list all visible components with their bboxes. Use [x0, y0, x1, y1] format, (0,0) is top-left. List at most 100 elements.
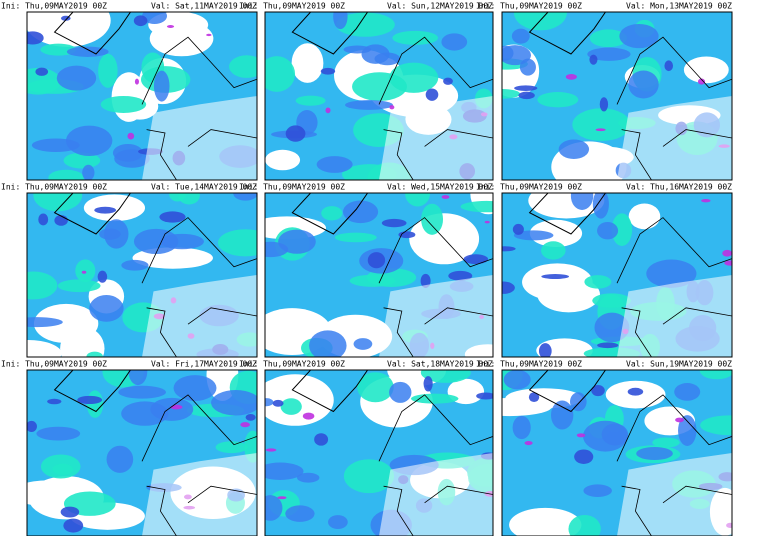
- precip-area: [421, 203, 444, 235]
- precip-area: [94, 206, 117, 214]
- precip-area: [36, 426, 81, 441]
- precip-area: [133, 15, 148, 27]
- precip-area: [27, 420, 37, 432]
- precip-area: [97, 270, 108, 283]
- precip-area: [628, 70, 659, 99]
- precip-area: [265, 462, 304, 480]
- precip-area: [229, 55, 257, 78]
- precip-area: [153, 70, 170, 102]
- map-panel: [502, 12, 732, 180]
- precip-area: [265, 495, 283, 521]
- precip-area: [127, 132, 135, 140]
- map-frame: [501, 192, 733, 358]
- precip-area: [678, 415, 697, 446]
- precip-area: [524, 440, 533, 446]
- precip-area: [367, 252, 386, 269]
- precip-area: [240, 422, 250, 428]
- precip-area: [265, 398, 274, 407]
- map-frame: [264, 11, 494, 181]
- map-frame: [26, 192, 258, 358]
- precip-area: [627, 387, 644, 396]
- precip-area: [443, 77, 453, 85]
- precip-area: [278, 229, 316, 254]
- precip-area: [405, 193, 431, 207]
- precip-area: [722, 249, 732, 257]
- precip-area: [38, 213, 49, 226]
- precip-area: [114, 149, 150, 168]
- precip-area: [56, 65, 97, 91]
- precip-area: [374, 52, 401, 66]
- valid-label: Val: Thu,16MAY2019 00Z: [626, 183, 732, 192]
- precip-area: [511, 28, 530, 44]
- precip-area: [502, 88, 521, 99]
- precip-area: [60, 326, 105, 357]
- precip-area: [389, 105, 395, 110]
- precip-area: [63, 152, 101, 169]
- coastline: [146, 307, 257, 357]
- precip-area: [99, 228, 121, 240]
- precip-area: [577, 146, 634, 168]
- coastline: [53, 370, 131, 413]
- precip-area: [591, 384, 605, 397]
- ini-label: Ini: Thu,09MAY2019 00Z: [239, 183, 345, 192]
- precip-area: [320, 67, 336, 75]
- precip-area: [502, 281, 515, 294]
- precip-area: [150, 397, 194, 421]
- precip-area: [572, 108, 631, 141]
- coastline: [141, 36, 257, 105]
- ini-label: Ini: Thu,09MAY2019 00Z: [1, 183, 107, 192]
- precip-area: [98, 53, 118, 88]
- precip-area: [133, 228, 179, 255]
- precip-area: [345, 100, 394, 110]
- precip-area: [343, 459, 395, 494]
- precip-area: [675, 417, 684, 423]
- precip-area: [595, 128, 606, 132]
- map-panel: [265, 370, 493, 536]
- precip-area: [27, 271, 58, 300]
- precip-area: [512, 223, 524, 235]
- ini-label: Ini: Thu,09MAY2019 00Z: [239, 360, 345, 369]
- map-panel: [502, 370, 732, 536]
- precip-area: [597, 222, 619, 240]
- map-frame: [264, 192, 494, 358]
- valid-label: Val: Wed,15MAY2019 00Z: [387, 183, 493, 192]
- coastline: [528, 193, 606, 235]
- precip-area: [389, 381, 412, 403]
- precip-area: [683, 56, 729, 84]
- precip-area: [410, 393, 459, 404]
- coastline: [383, 129, 493, 180]
- coastline: [383, 485, 493, 536]
- precip-area: [700, 415, 732, 436]
- coastline: [146, 129, 257, 180]
- precip-area: [513, 230, 554, 241]
- coastline: [621, 485, 732, 536]
- precip-area: [589, 54, 598, 65]
- precip-area: [664, 60, 674, 72]
- precip-area: [66, 125, 113, 157]
- precip-area: [48, 169, 84, 180]
- precip-area: [314, 433, 329, 446]
- precip-area: [628, 203, 661, 230]
- precip-area: [512, 415, 531, 440]
- precip-area: [173, 375, 217, 401]
- precip-area: [353, 338, 373, 350]
- precip-area: [724, 260, 732, 266]
- precip-area: [357, 372, 394, 403]
- precip-area: [86, 390, 104, 418]
- coastline: [378, 217, 493, 284]
- precip-area: [170, 404, 183, 410]
- precip-area: [297, 472, 320, 483]
- precip-area: [352, 72, 407, 101]
- map-panel: [27, 12, 257, 180]
- precip-area: [398, 231, 416, 239]
- precip-area: [27, 340, 62, 357]
- precip-area: [31, 138, 80, 153]
- ini-label: Ini: Thu,09MAY2019 00Z: [476, 360, 582, 369]
- precip-area: [594, 312, 630, 343]
- precip-area: [519, 58, 536, 76]
- precip-area: [541, 241, 566, 260]
- map-frame: [26, 369, 258, 536]
- precip-area: [291, 43, 324, 83]
- precip-area: [522, 263, 593, 301]
- coastline: [291, 370, 369, 413]
